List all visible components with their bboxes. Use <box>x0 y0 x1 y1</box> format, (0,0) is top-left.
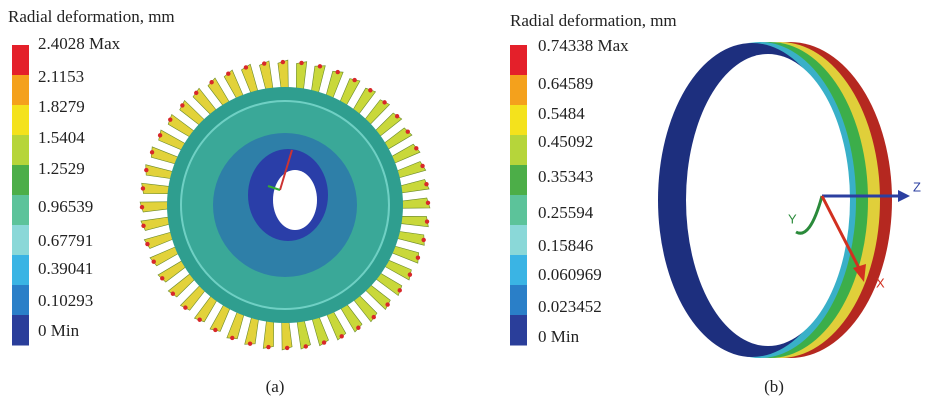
legend-band <box>510 45 527 76</box>
legend-label: 0.96539 <box>38 197 93 216</box>
blade-tip <box>352 78 356 82</box>
blade-tip <box>408 272 412 276</box>
blade-tip <box>180 103 184 107</box>
blade-tip <box>385 302 389 306</box>
legend-band <box>12 225 29 256</box>
legend-band <box>510 75 527 106</box>
legend-label: 0.64589 <box>538 74 593 93</box>
blade-tip <box>322 340 326 344</box>
blade-tip <box>213 328 217 332</box>
legend-label: 0.060969 <box>538 265 602 284</box>
caption: (b) <box>764 377 784 396</box>
blade-tip <box>420 164 424 168</box>
blade-tip <box>183 305 187 309</box>
legend-label: 0.25594 <box>538 203 594 222</box>
legend-band <box>12 75 29 106</box>
blade-tip <box>248 341 252 345</box>
blade-tip <box>145 242 149 246</box>
blade-tip <box>398 288 402 292</box>
legend-band <box>12 195 29 226</box>
blade-tip <box>395 114 399 118</box>
ring <box>658 42 892 358</box>
legend-band <box>12 255 29 286</box>
legend-label: 0.39041 <box>38 259 93 278</box>
blade-tip <box>141 186 145 190</box>
blade-tip <box>421 238 425 242</box>
axis-label: Y <box>788 211 797 226</box>
blade-tip <box>194 91 198 95</box>
legend-label: 0.10293 <box>38 291 93 310</box>
legend-band <box>510 165 527 196</box>
blade-tip <box>226 72 230 76</box>
legend-band <box>510 105 527 136</box>
blade-tip <box>141 224 145 228</box>
blade-tip <box>262 61 266 65</box>
blade-tip <box>416 256 420 260</box>
blade-tip <box>304 344 308 348</box>
blade-tip <box>171 292 175 296</box>
legend-label: 2.4028 Max <box>38 34 121 53</box>
blade-tip <box>285 346 289 350</box>
legend-label: 0.35343 <box>538 167 593 186</box>
blade-tip <box>382 100 386 104</box>
caption: (a) <box>266 377 285 396</box>
legend-label: 2.1153 <box>38 67 84 86</box>
legend-band <box>510 255 527 286</box>
blade-tip <box>230 336 234 340</box>
blade-tip <box>318 64 322 68</box>
blade-tip <box>197 318 201 322</box>
blade-tip <box>425 219 429 223</box>
blade-tip <box>144 168 148 172</box>
legend-band <box>12 45 29 76</box>
legend-title: Radial deformation, mm <box>510 11 677 30</box>
blade-tip <box>244 65 248 69</box>
blade-tip <box>336 70 340 74</box>
legend-band <box>510 195 527 226</box>
blade-tip <box>424 182 428 186</box>
legend-band <box>12 135 29 166</box>
axis-label: X <box>876 275 885 290</box>
legend-label: 0.5484 <box>538 104 585 123</box>
blade-tip <box>426 201 430 205</box>
blade-tip <box>209 80 213 84</box>
legend-label: 0 Min <box>538 327 580 346</box>
legend-label: 1.2529 <box>38 159 85 178</box>
blade-tip <box>281 60 285 64</box>
legend-title: Radial deformation, mm <box>8 7 175 26</box>
legend-label: 0.45092 <box>538 132 593 151</box>
axis-label: Z <box>913 179 921 194</box>
blade-tip <box>168 117 172 121</box>
blade-tip <box>372 315 376 319</box>
blade-tip <box>339 334 343 338</box>
legend-band <box>12 285 29 316</box>
blade-tip <box>356 326 360 330</box>
blade-tip <box>152 259 156 263</box>
blade-tip <box>368 88 372 92</box>
blade-tip <box>150 150 154 154</box>
blade-tip <box>158 133 162 137</box>
blade-tip <box>299 61 303 65</box>
legend-band <box>510 285 527 316</box>
legend-band <box>12 315 29 346</box>
legend-label: 0.023452 <box>538 297 602 316</box>
figure: Radial deformation, mm Radial deformatio… <box>0 0 948 407</box>
legend-label: 1.8279 <box>38 97 85 116</box>
legend-label: 0.67791 <box>38 231 93 250</box>
legend-band <box>510 225 527 256</box>
legend-label: 0.74338 Max <box>538 36 629 55</box>
blade-tip <box>414 146 418 150</box>
legend-band <box>12 105 29 136</box>
legend-label: 0 Min <box>38 321 80 340</box>
legend-band <box>12 165 29 196</box>
legend-label: 0.15846 <box>538 236 593 255</box>
legend-band <box>510 135 527 166</box>
legend-label: 1.5404 <box>38 128 85 147</box>
blade-tip <box>160 276 164 280</box>
blade-tip <box>266 345 270 349</box>
blade-tip <box>406 129 410 133</box>
blade-tip <box>140 205 144 209</box>
legend-band <box>510 315 527 346</box>
bore-hole <box>273 170 317 230</box>
